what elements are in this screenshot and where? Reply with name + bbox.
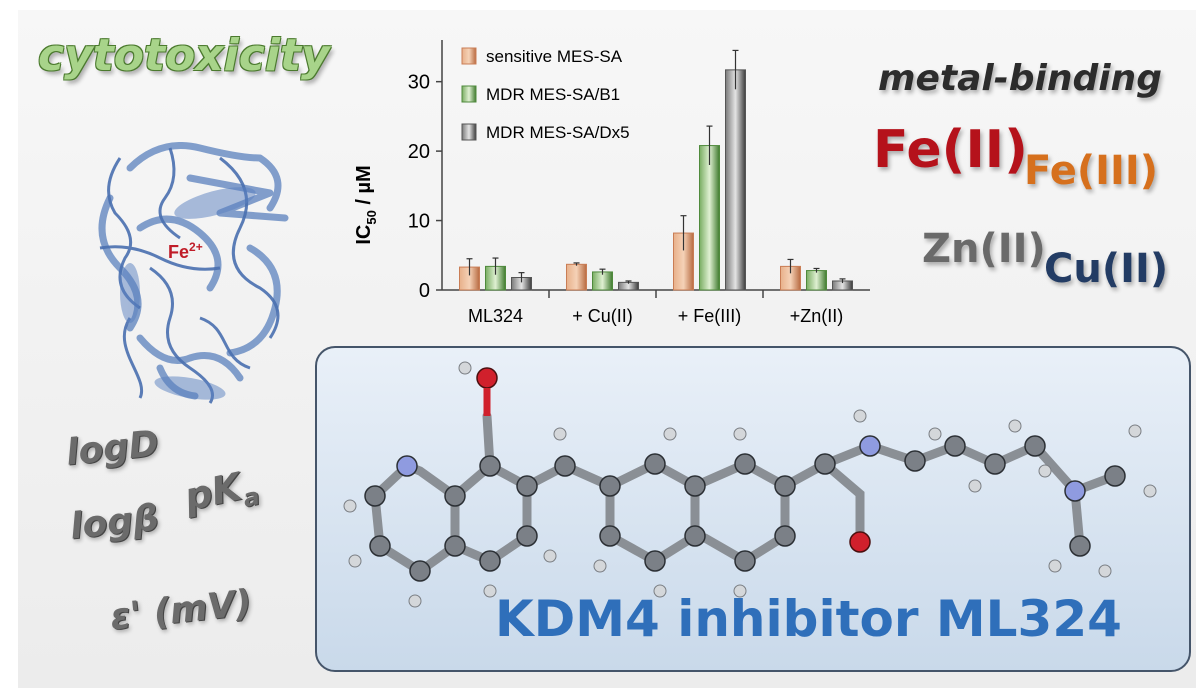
zn2-label: Zn(II) [922, 226, 1046, 272]
ic50-bar-chart: IC50 / µM 0 10 20 30 ML324 + Cu(II) + Fe(III) +… [353, 40, 870, 326]
iron-charge: 2+ [189, 240, 203, 254]
y-tick-label: 30 [408, 72, 430, 94]
legend-label: MDR MES-SA/B1 [486, 85, 620, 104]
molecule-panel [315, 346, 1191, 672]
iron-symbol: Fe [168, 242, 190, 262]
bar [806, 270, 827, 291]
x-tick-label: + Fe(III) [678, 306, 742, 326]
legend-label: MDR MES-SA/Dx5 [486, 123, 630, 142]
legend-swatch [461, 85, 477, 103]
fe3-label: Fe(III) [1024, 148, 1159, 194]
y-tick-label: 0 [419, 280, 430, 302]
y-tick-label: 10 [408, 211, 430, 233]
protein-iron-label: Fe2+ [168, 240, 203, 263]
protein-structure-image [98, 142, 289, 404]
x-tick-label: ML324 [468, 306, 523, 326]
bar [725, 69, 746, 291]
y-axis-label: IC50 / µM [353, 165, 379, 244]
fe2-label: Fe(II) [873, 120, 1028, 180]
x-tick-label: +Zn(II) [790, 306, 844, 326]
bar [566, 263, 587, 291]
bar [699, 145, 720, 291]
legend-swatch [461, 47, 477, 65]
y-tick-label: 20 [408, 141, 430, 163]
metal-binding-heading: metal-binding [878, 58, 1162, 99]
ml324-molecule-structure [343, 361, 1157, 608]
legend-swatch [461, 123, 477, 141]
x-tick-label: + Cu(II) [572, 306, 633, 326]
legend-label: sensitive MES-SA [486, 47, 623, 66]
cu2-label: Cu(II) [1044, 246, 1169, 292]
molecule-title: KDM4 inhibitor ML324 [495, 590, 1122, 648]
cytotoxicity-heading: cytotoxicity [38, 30, 330, 81]
